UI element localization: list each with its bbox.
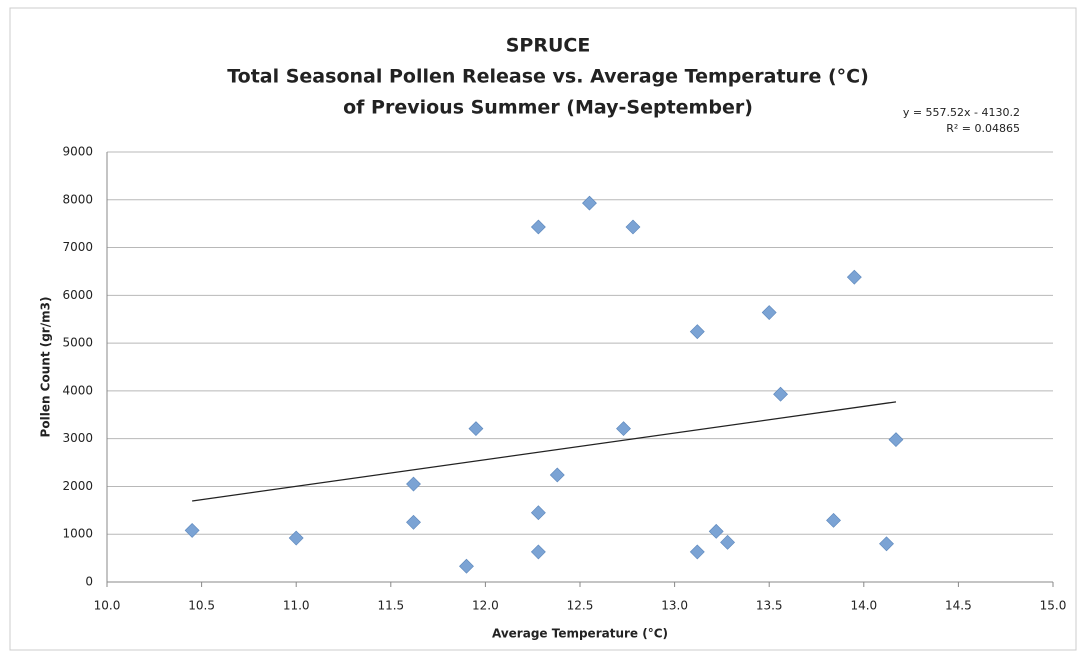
x-tick-label: 14.0 bbox=[850, 599, 877, 613]
data-point bbox=[708, 523, 724, 539]
trendline-equation: R² = 0.04865 bbox=[946, 122, 1020, 135]
data-point bbox=[582, 195, 597, 211]
data-point bbox=[689, 544, 705, 560]
data-point bbox=[459, 558, 474, 574]
data-point bbox=[761, 305, 777, 320]
data-point bbox=[288, 530, 304, 546]
data-point bbox=[184, 522, 200, 538]
data-point bbox=[888, 432, 904, 448]
y-axis-label: Pollen Count (gr/m3) bbox=[39, 297, 53, 438]
chart-title: of Previous Summer (May-September) bbox=[343, 97, 753, 119]
data-point bbox=[406, 476, 421, 492]
trendline bbox=[192, 401, 897, 502]
data-point bbox=[689, 324, 705, 340]
y-tick-label: 4000 bbox=[62, 383, 93, 397]
y-tick-label: 0 bbox=[85, 575, 93, 589]
y-tick-label: 5000 bbox=[62, 336, 93, 350]
data-point bbox=[549, 467, 565, 483]
y-tick-label: 1000 bbox=[62, 527, 93, 541]
data-point bbox=[530, 219, 546, 235]
data-point bbox=[826, 512, 841, 528]
data-point bbox=[406, 514, 421, 530]
data-point bbox=[530, 544, 546, 560]
data-point bbox=[616, 421, 631, 437]
x-axis-label: Average Temperature (°C) bbox=[492, 627, 668, 641]
data-point bbox=[530, 505, 546, 521]
data-point bbox=[846, 269, 862, 285]
trendline-equation: y = 557.52x - 4130.2 bbox=[903, 106, 1020, 119]
x-tick-label: 12.0 bbox=[472, 599, 499, 613]
y-tick-label: 6000 bbox=[62, 288, 93, 302]
x-tick-label: 11.5 bbox=[377, 599, 404, 613]
data-point bbox=[625, 219, 641, 235]
y-tick-label: 8000 bbox=[62, 192, 93, 206]
x-tick-label: 15.0 bbox=[1040, 599, 1067, 613]
data-point bbox=[720, 534, 736, 550]
data-point bbox=[879, 536, 894, 552]
chart-title: Total Seasonal Pollen Release vs. Averag… bbox=[227, 66, 869, 88]
y-tick-label: 7000 bbox=[62, 240, 93, 254]
y-tick-label: 2000 bbox=[62, 479, 93, 493]
data-point bbox=[468, 421, 484, 437]
x-tick-label: 13.0 bbox=[661, 599, 688, 613]
x-tick-label: 10.5 bbox=[188, 599, 215, 613]
y-tick-label: 9000 bbox=[62, 145, 93, 159]
data-point bbox=[773, 386, 788, 402]
y-tick-label: 3000 bbox=[62, 431, 93, 445]
x-tick-label: 14.5 bbox=[945, 599, 972, 613]
x-tick-label: 13.5 bbox=[756, 599, 783, 613]
x-tick-label: 12.5 bbox=[567, 599, 594, 613]
x-tick-label: 11.0 bbox=[283, 599, 310, 613]
chart-frame bbox=[9, 7, 1077, 651]
chart-title: SPRUCE bbox=[506, 35, 591, 57]
x-tick-label: 10.0 bbox=[94, 599, 121, 613]
